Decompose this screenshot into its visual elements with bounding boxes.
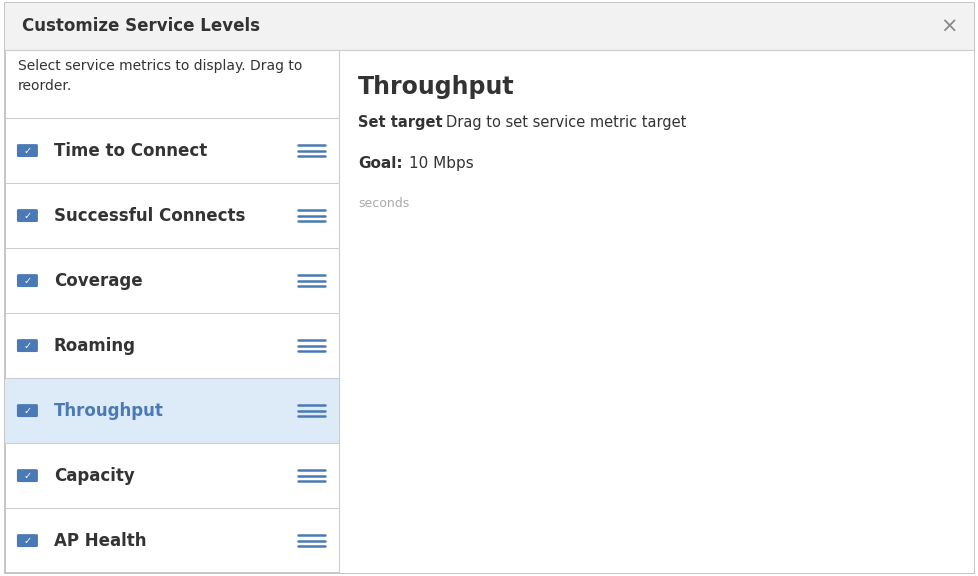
Text: ×: ×: [939, 17, 956, 36]
Text: Goal:: Goal:: [358, 156, 403, 170]
Text: Roaming: Roaming: [54, 336, 136, 355]
Text: Select service metrics to display. Drag to
reorder.: Select service metrics to display. Drag …: [18, 59, 301, 93]
Text: ✓: ✓: [23, 146, 31, 156]
Point: [430, 508, 446, 517]
Text: Capacity: Capacity: [54, 467, 134, 484]
Bar: [5, 3, 973, 50]
FancyBboxPatch shape: [18, 145, 37, 156]
Text: ✓: ✓: [23, 536, 31, 545]
Text: Coverage: Coverage: [54, 272, 143, 290]
Text: ✓: ✓: [23, 406, 31, 416]
Text: ✓: ✓: [23, 275, 31, 286]
FancyBboxPatch shape: [18, 275, 37, 286]
Text: ✓: ✓: [23, 340, 31, 351]
Text: 10 Mbps: 10 Mbps: [409, 156, 473, 170]
FancyBboxPatch shape: [18, 405, 37, 416]
Text: ✓: ✓: [23, 471, 31, 480]
Bar: [5, 378, 338, 443]
Text: AP Health: AP Health: [54, 532, 146, 550]
FancyBboxPatch shape: [18, 470, 37, 482]
Text: Throughput: Throughput: [358, 75, 514, 99]
FancyBboxPatch shape: [18, 340, 37, 351]
X-axis label: Mbps (Last 7 days distribution): Mbps (Last 7 days distribution): [572, 547, 787, 560]
FancyBboxPatch shape: [18, 535, 37, 547]
Text: Customize Service Levels: Customize Service Levels: [22, 17, 259, 36]
FancyBboxPatch shape: [18, 210, 37, 221]
Text: ✓: ✓: [23, 211, 31, 221]
Text: Successful Connects: Successful Connects: [54, 207, 244, 225]
Text: Drag to set service metric target: Drag to set service metric target: [446, 115, 687, 130]
Text: Set target: Set target: [358, 115, 442, 130]
Text: seconds: seconds: [358, 197, 409, 210]
Text: Throughput: Throughput: [54, 401, 163, 419]
Text: Time to Connect: Time to Connect: [54, 142, 207, 160]
Bar: [338, 50, 973, 573]
